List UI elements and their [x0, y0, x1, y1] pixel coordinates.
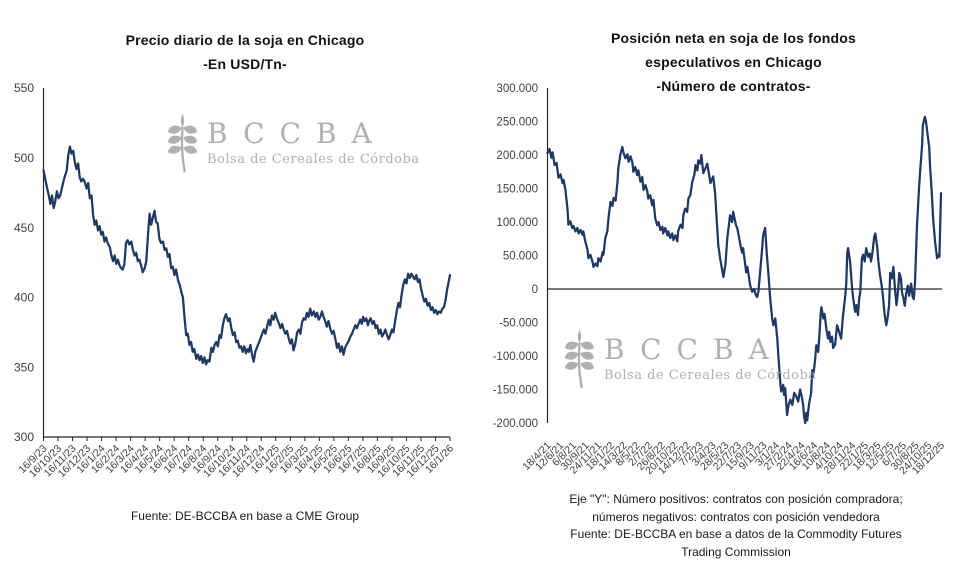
- right-chart-footnote-line: Trading Commission: [681, 544, 791, 559]
- svg-text:150.000: 150.000: [496, 184, 538, 196]
- svg-text:-50.000: -50.000: [499, 318, 538, 330]
- left-chart-title-line: -En USD/Tn-: [203, 56, 287, 72]
- bccba-watermark: BCCBA Bolsa de Cereales de Córdoba: [167, 112, 420, 174]
- watermark-subtitle: Bolsa de Cereales de Córdoba: [604, 368, 817, 383]
- svg-text:200.000: 200.000: [496, 150, 538, 162]
- svg-text:500: 500: [14, 151, 34, 165]
- svg-text:550: 550: [14, 81, 34, 95]
- right-chart-title-line: Posición neta en soja de los fondos: [610, 30, 857, 46]
- right-chart-footnote-line: Fuente: DE-BCCBA en base a datos de la C…: [570, 527, 902, 541]
- right-chart-footnote-line: Eje "Y": Número positivos: contratos con…: [569, 492, 903, 506]
- left-chart-title-line: Precio diario de la soja en Chicago: [125, 32, 365, 48]
- svg-text:100.000: 100.000: [496, 217, 538, 229]
- watermark-text: BCCBA Bolsa de Cereales de Córdoba: [604, 333, 817, 384]
- right-chart-title: Posición neta en soja de los fondos espe…: [492, 26, 975, 98]
- svg-text:450: 450: [14, 221, 34, 235]
- svg-text:350: 350: [14, 360, 34, 374]
- svg-text:-200.000: -200.000: [493, 418, 538, 430]
- watermark-acronym: BCCBA: [207, 117, 387, 150]
- svg-text:-150.000: -150.000: [493, 385, 538, 397]
- bccba-watermark: BCCBA Bolsa de Cereales de Córdoba: [564, 328, 817, 390]
- svg-text:-100.000: -100.000: [493, 351, 538, 363]
- right-chart-title-line: -Número de contratos-: [656, 78, 811, 94]
- wheat-spike-icon: [167, 113, 198, 173]
- svg-text:50.000: 50.000: [503, 251, 538, 263]
- svg-text:250.000: 250.000: [496, 117, 538, 129]
- watermark-subtitle: Bolsa de Cereales de Córdoba: [207, 152, 420, 167]
- right-chart-footnote: Eje "Y": Número positivos: contratos con…: [500, 491, 972, 561]
- svg-text:300: 300: [14, 430, 34, 444]
- left-chart-title: Precio diario de la soja en Chicago -En …: [0, 28, 490, 76]
- watermark-text: BCCBA Bolsa de Cereales de Córdoba: [207, 117, 420, 168]
- right-chart-footnote-line: números negativos: contratos con posició…: [592, 509, 880, 524]
- left-chart-source: Fuente: DE-BCCBA en base a CME Group: [130, 509, 360, 523]
- svg-text:400: 400: [14, 291, 34, 305]
- svg-text:0: 0: [532, 284, 538, 296]
- wheat-spike-icon: [564, 329, 595, 389]
- watermark-acronym: BCCBA: [604, 333, 784, 366]
- svg-text:300.000: 300.000: [496, 83, 538, 95]
- right-chart-title-line: especulativos en Chicago: [645, 54, 822, 70]
